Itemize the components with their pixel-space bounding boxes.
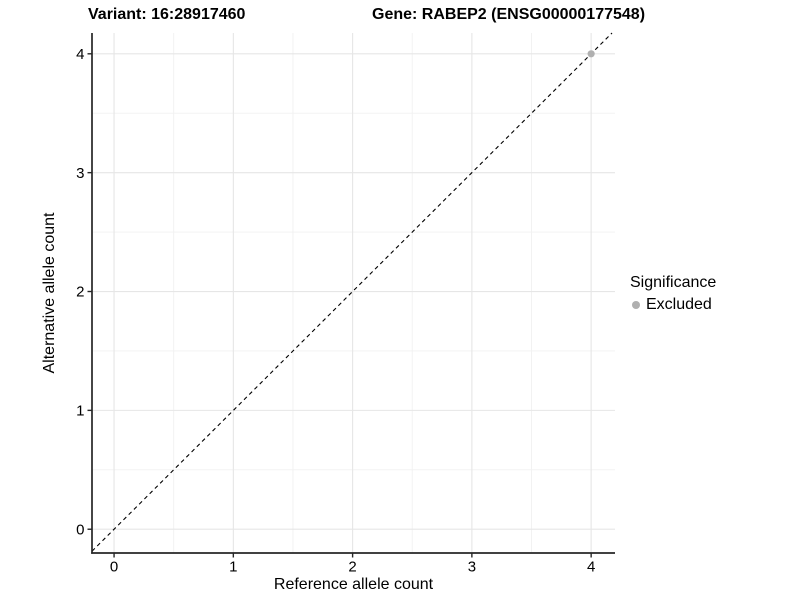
- data-point-excluded: [587, 50, 595, 58]
- variant-title: Variant: 16:28917460: [88, 6, 246, 23]
- x-tick-label: 1: [229, 559, 237, 576]
- x-tick-label: 4: [587, 559, 595, 576]
- y-tick-label: 4: [76, 46, 84, 63]
- x-axis-title: Reference allele count: [273, 576, 434, 593]
- legend: Significance Excluded: [630, 273, 716, 315]
- y-tick-label: 2: [76, 284, 84, 301]
- legend-item-excluded: Excluded: [630, 295, 716, 315]
- x-tick-label: 2: [348, 559, 356, 576]
- x-tick-label: 0: [110, 559, 118, 576]
- y-tick-label: 3: [76, 165, 84, 182]
- legend-title: Significance: [630, 274, 717, 291]
- legend-items: Excluded: [630, 295, 716, 315]
- x-tick-label: 3: [468, 559, 476, 576]
- y-tick-label: 0: [76, 521, 84, 538]
- identity-line: [91, 32, 613, 552]
- legend-point-icon: [632, 301, 640, 309]
- legend-item-label: Excluded: [646, 296, 712, 313]
- y-tick-label: 1: [76, 403, 84, 420]
- y-axis-title: Alternative allele count: [41, 212, 58, 374]
- gene-title: Gene: RABEP2 (ENSG00000177548): [372, 6, 646, 23]
